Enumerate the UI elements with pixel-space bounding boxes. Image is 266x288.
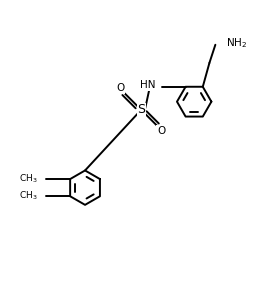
Text: S: S bbox=[137, 103, 145, 116]
Text: CH$_3$: CH$_3$ bbox=[19, 189, 38, 202]
Text: NH$_2$: NH$_2$ bbox=[226, 36, 247, 50]
Text: CH$_3$: CH$_3$ bbox=[19, 172, 38, 185]
Text: O: O bbox=[157, 126, 165, 136]
Text: O: O bbox=[116, 83, 124, 93]
Text: HN: HN bbox=[140, 80, 156, 90]
